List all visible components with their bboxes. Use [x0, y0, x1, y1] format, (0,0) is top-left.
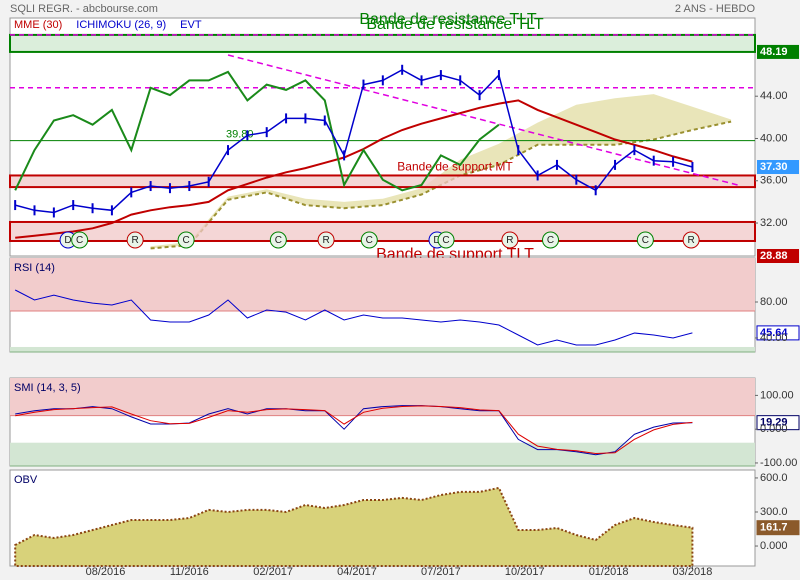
- y-tick-label: 300.0: [760, 506, 788, 518]
- y-tick-label: 44.00: [760, 90, 788, 102]
- x-tick-label: 08/2016: [86, 566, 126, 578]
- panel-title: RSI (14): [14, 262, 55, 274]
- x-tick-label: 03/2018: [673, 566, 713, 578]
- event-marker: [542, 231, 560, 249]
- panel-title: SMI (14, 3, 5): [14, 382, 81, 394]
- y-tick-label: 32.00: [760, 217, 788, 229]
- event-marker: [317, 231, 335, 249]
- y-tick-label: 80.00: [760, 296, 788, 308]
- level-box: [757, 44, 799, 59]
- series-line: [14, 289, 693, 346]
- event-label: C: [182, 235, 189, 246]
- event-label: C: [275, 235, 282, 246]
- event-label: R: [322, 235, 329, 246]
- header-left: SQLI REGR. - abcbourse.com: [10, 3, 158, 15]
- trendline: [227, 54, 738, 186]
- series-line: [15, 99, 693, 239]
- legend-entry: EVT: [180, 19, 202, 31]
- event-marker: [437, 231, 455, 249]
- chart-title: Bande de resistance TLT: [359, 11, 537, 28]
- band: [9, 220, 756, 242]
- zone: [10, 258, 755, 311]
- legend-entry: ICHIMOKU (26, 9): [76, 19, 166, 31]
- event-marker: [177, 231, 195, 249]
- band-label: Bande de resistance TLT: [366, 16, 544, 33]
- level-box-label: 48.19: [760, 46, 788, 58]
- zone: [10, 378, 755, 416]
- series-line: [15, 405, 693, 456]
- event-marker: [71, 231, 89, 249]
- area: [14, 486, 694, 567]
- x-tick-label: 01/2018: [589, 566, 629, 578]
- legend-entry: MME (30): [14, 19, 62, 31]
- last-value-label: 161.7: [760, 522, 788, 534]
- x-tick-label: 04/2017: [337, 566, 377, 578]
- x-tick-label: 11/2016: [170, 566, 209, 578]
- y-tick-label: 36.00: [760, 175, 788, 187]
- last-value-label: 45.64: [760, 327, 788, 339]
- event-label: C: [366, 235, 373, 246]
- event-marker: [636, 231, 654, 249]
- header-right: 2 ANS - HEBDO: [675, 3, 756, 15]
- event-marker: [126, 231, 144, 249]
- price-box-label: 37.30: [760, 161, 788, 173]
- panel-title: OBV: [14, 474, 38, 486]
- event-marker: [501, 231, 519, 249]
- y-tick-label: -100.00: [760, 457, 797, 469]
- x-tick-label: 02/2017: [253, 566, 293, 578]
- zone: [10, 346, 755, 352]
- y-tick-label: 0.000: [760, 423, 788, 435]
- band-label: Bande de support MT: [397, 160, 513, 174]
- last-value-box: [756, 325, 800, 341]
- last-value-label: 19.29: [760, 417, 788, 429]
- y-tick-label: 40.00: [760, 132, 788, 144]
- ichimoku-cloud: [150, 94, 732, 249]
- event-marker: [360, 231, 378, 249]
- band: [9, 174, 756, 189]
- price-box: [757, 160, 799, 175]
- y-tick-label: 100.00: [760, 389, 794, 401]
- event-marker: [682, 231, 700, 249]
- event-label: R: [688, 235, 695, 246]
- zone: [10, 442, 755, 466]
- last-value-box: [756, 415, 800, 431]
- event-label: R: [132, 235, 139, 246]
- level-box-label: 28.88: [760, 250, 788, 262]
- x-tick-label: 10/2017: [505, 566, 545, 578]
- y-tick-label: 0.000: [760, 540, 788, 552]
- series-line: [14, 70, 500, 192]
- event-label: C: [76, 235, 83, 246]
- level-box: [757, 249, 799, 263]
- event-label: C: [547, 235, 554, 246]
- event-label: R: [506, 235, 513, 246]
- event-label: D: [433, 235, 440, 246]
- band: [9, 33, 756, 53]
- event-label: C: [642, 235, 649, 246]
- y-tick-label: 600.0: [760, 472, 788, 484]
- y-tick-label: 40.00: [760, 332, 788, 344]
- event-marker: [269, 231, 287, 249]
- event-label: C: [442, 235, 449, 246]
- x-tick-label: 07/2017: [421, 566, 461, 578]
- series-line: [15, 405, 693, 455]
- event-label: D: [64, 235, 71, 246]
- price-line: [15, 68, 693, 214]
- last-value-box: [756, 520, 800, 536]
